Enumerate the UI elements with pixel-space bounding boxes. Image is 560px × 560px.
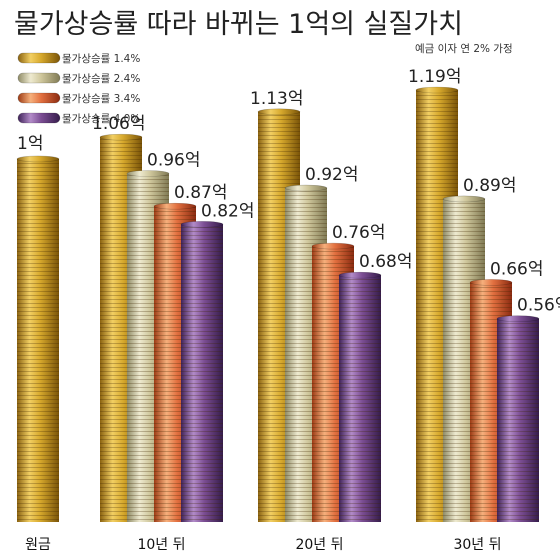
legend-item-4: 물가상승률 4.0% bbox=[17, 112, 140, 125]
value-label-1-2: 0.96억 bbox=[147, 150, 201, 170]
value-label-1-3: 0.87억 bbox=[174, 183, 228, 203]
group-label-1: 10년 뒤 bbox=[137, 537, 185, 553]
chart-title: 물가상승률 따라 바뀌는 1억의 실질가치 bbox=[14, 9, 463, 40]
legend-label-1: 물가상승률 1.4% bbox=[62, 53, 140, 65]
principal-value-label: 1억 bbox=[17, 134, 43, 154]
assumption-note: 예금 이자 연 2% 가정 bbox=[415, 42, 513, 55]
value-label-2-1: 1.13억 bbox=[250, 89, 304, 109]
value-label-1-1: 1.06억 bbox=[92, 114, 146, 134]
legend-label-4: 물가상승률 4.0% bbox=[62, 113, 140, 125]
value-label-3-1: 1.19억 bbox=[408, 67, 462, 87]
value-label-3-3: 0.66억 bbox=[490, 259, 544, 279]
legend-item-1: 물가상승률 1.4% bbox=[17, 52, 140, 65]
legend-item-3: 물가상승률 3.4% bbox=[17, 92, 140, 105]
group-label-3: 30년 뒤 bbox=[453, 537, 501, 553]
legend-item-2: 물가상승률 2.4% bbox=[17, 72, 140, 85]
value-label-2-3: 0.76억 bbox=[332, 223, 386, 243]
legend-swatch-1 bbox=[17, 52, 61, 64]
group-label-2: 20년 뒤 bbox=[295, 537, 343, 553]
legend-swatch-3 bbox=[17, 92, 61, 104]
stack-3-4 bbox=[496, 315, 540, 522]
coin-stacks bbox=[16, 86, 540, 523]
stack-1-4 bbox=[180, 221, 224, 522]
legend: 물가상승률 1.4% 물가상승률 2.4% 물가상승률 3.4% 물가상승률 4.0% bbox=[17, 52, 140, 125]
value-label-3-4: 0.56억 bbox=[517, 296, 560, 316]
value-label-3-2: 0.89억 bbox=[463, 176, 517, 196]
value-label-1-4: 0.82억 bbox=[201, 201, 255, 221]
value-label-2-4: 0.68억 bbox=[359, 252, 413, 272]
principal-stack bbox=[16, 155, 60, 522]
legend-label-3: 물가상승률 3.4% bbox=[62, 93, 140, 105]
value-label-2-2: 0.92억 bbox=[305, 165, 359, 185]
legend-swatch-4 bbox=[17, 112, 61, 124]
stack-2-4 bbox=[338, 271, 382, 522]
legend-label-2: 물가상승률 2.4% bbox=[62, 73, 140, 85]
group-labels: 원금 10년 뒤 20년 뒤 30년 뒤 bbox=[25, 537, 501, 553]
principal-label: 원금 bbox=[25, 537, 51, 553]
legend-swatch-2 bbox=[17, 72, 61, 84]
